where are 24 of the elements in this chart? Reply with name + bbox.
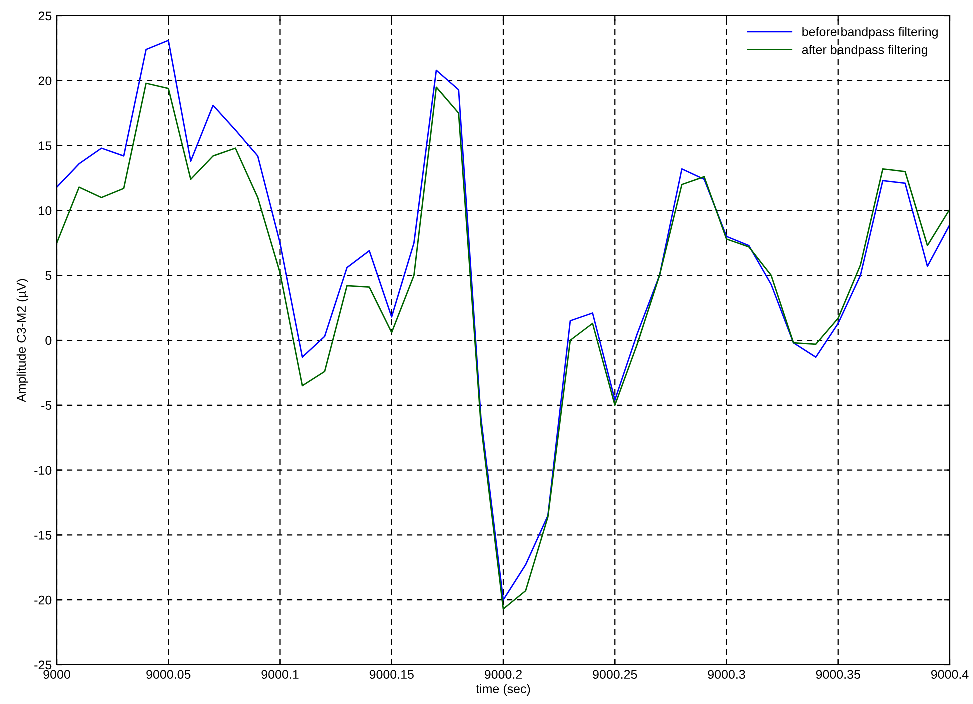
y-axis-title: Amplitude C3-M2 (µV) bbox=[16, 279, 29, 402]
y-tick-label: -20 bbox=[34, 596, 52, 605]
y-tick-label: -25 bbox=[34, 660, 52, 670]
x-tick-label: 9000.25 bbox=[593, 670, 638, 680]
x-tick-label: 9000.1 bbox=[262, 670, 299, 680]
legend-label: before bandpass filtering bbox=[802, 27, 938, 39]
legend-label: after bandpass filtering bbox=[802, 45, 928, 57]
y-tick-label: 10 bbox=[39, 206, 52, 216]
y-tick-label: -10 bbox=[34, 466, 52, 475]
x-tick-label: 9000.35 bbox=[816, 670, 860, 680]
y-tick-label: 0 bbox=[46, 336, 52, 346]
x-tick-label: 9000.4 bbox=[931, 670, 969, 680]
y-tick-label: -15 bbox=[34, 531, 52, 540]
y-tick-label: -5 bbox=[42, 401, 52, 410]
y-tick-label: 15 bbox=[39, 142, 52, 150]
x-axis-title: time (sec) bbox=[476, 684, 530, 696]
y-tick-label: 5 bbox=[46, 272, 52, 280]
x-tick-label: 9000.05 bbox=[146, 670, 191, 680]
y-tick-label: 25 bbox=[38, 12, 52, 21]
x-tick-label: 9000 bbox=[44, 670, 70, 680]
x-tick-label: 9000.15 bbox=[370, 670, 414, 680]
x-tick-label: 9000.3 bbox=[708, 670, 746, 680]
y-tick-label: 20 bbox=[38, 76, 52, 86]
x-tick-label: 9000.2 bbox=[484, 670, 522, 680]
